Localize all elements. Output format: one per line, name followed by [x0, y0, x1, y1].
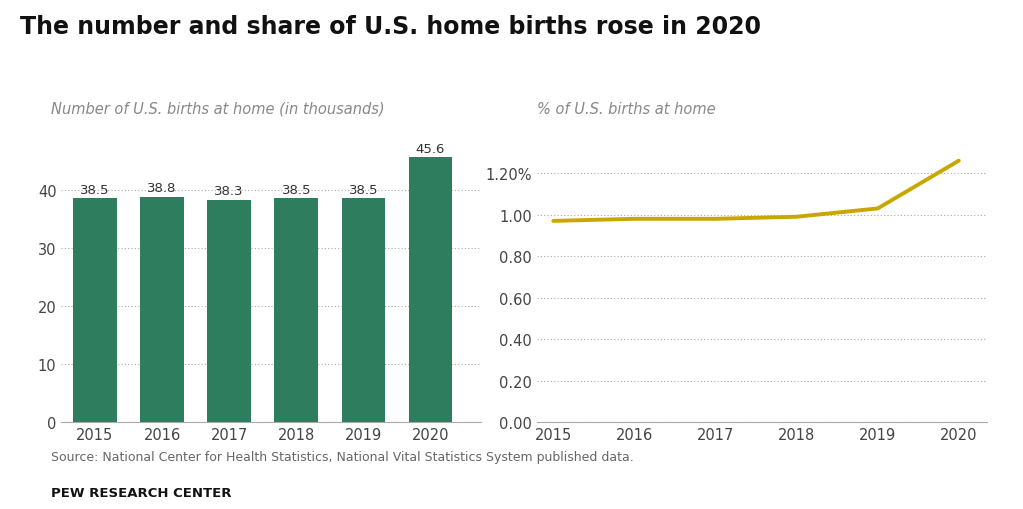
Text: Number of U.S. births at home (in thousands): Number of U.S. births at home (in thousa…	[51, 102, 385, 117]
Text: 38.5: 38.5	[80, 184, 109, 197]
Text: % of U.S. births at home: % of U.S. births at home	[537, 102, 716, 117]
Text: 38.3: 38.3	[215, 185, 243, 198]
Bar	[408, 158, 452, 422]
Bar	[73, 199, 117, 422]
Bar	[208, 200, 251, 422]
Text: PEW RESEARCH CENTER: PEW RESEARCH CENTER	[51, 486, 231, 499]
Bar	[274, 199, 318, 422]
Text: 45.6: 45.6	[415, 143, 445, 156]
Text: 38.5: 38.5	[349, 184, 379, 197]
Text: 38.8: 38.8	[147, 182, 177, 195]
Bar	[342, 199, 386, 422]
Text: Source: National Center for Health Statistics, National Vital Statistics System : Source: National Center for Health Stati…	[51, 450, 634, 463]
Text: The number and share of U.S. home births rose in 2020: The number and share of U.S. home births…	[20, 15, 761, 39]
Text: 38.5: 38.5	[281, 184, 311, 197]
Bar	[140, 197, 184, 422]
